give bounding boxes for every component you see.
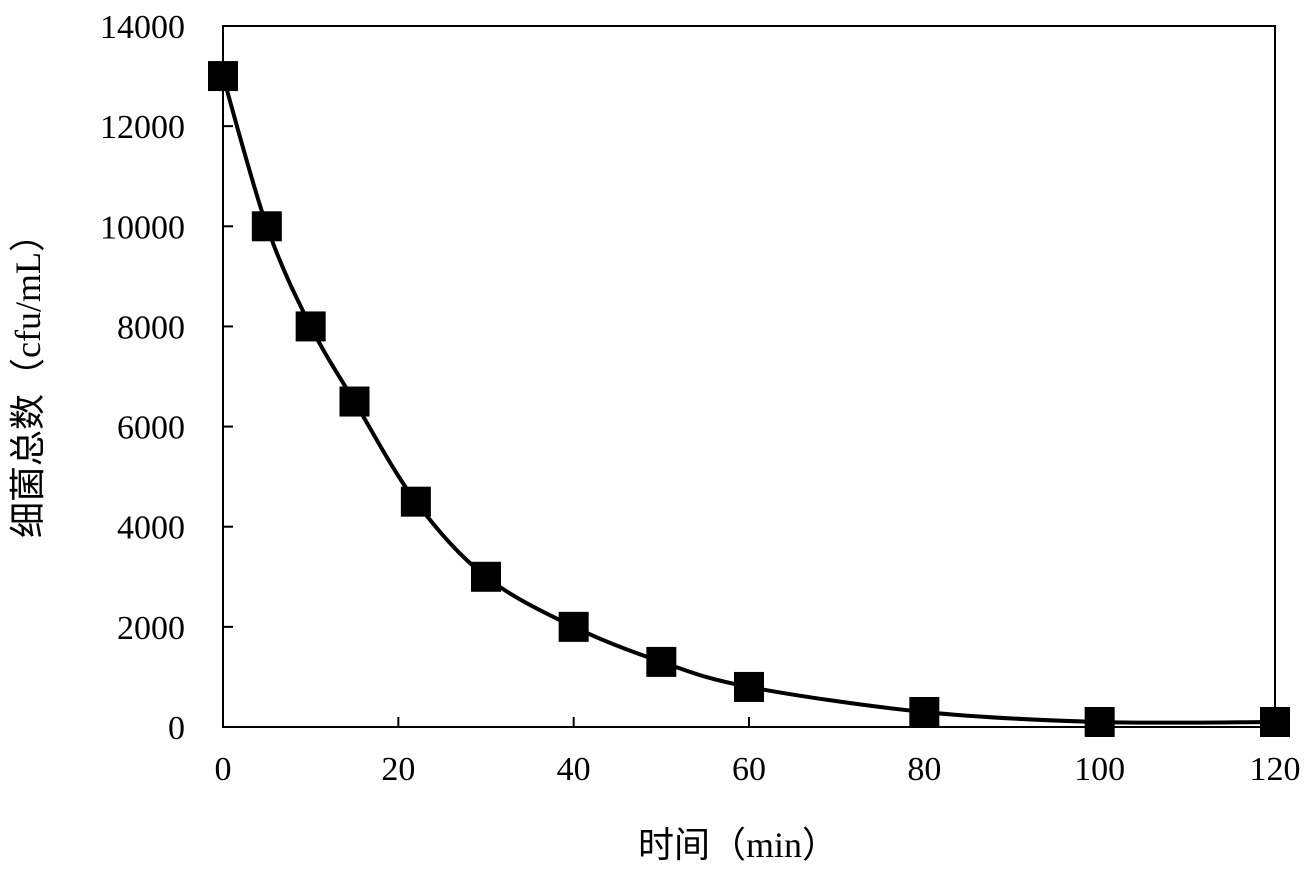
x-tick-label: 100: [1074, 751, 1125, 788]
y-axis-tick-labels: 0 2000 4000 6000 8000 10000 12000 14000: [100, 9, 185, 747]
y-tick-label: 2000: [117, 610, 185, 647]
y-tick-label: 12000: [100, 109, 185, 146]
data-point: [295, 311, 326, 342]
data-point: [1260, 706, 1290, 737]
x-tick-label: 20: [381, 751, 415, 788]
y-tick-label: 10000: [100, 209, 185, 246]
x-axis-tick-labels: 0 20 40 60 80 100 120: [215, 751, 1301, 788]
data-point: [734, 671, 764, 702]
data-point: [558, 611, 589, 642]
y-tick-label: 6000: [117, 410, 185, 447]
plot-area-frame: [222, 25, 1276, 728]
y-axis-title: 细菌总数（cfu/mL）: [8, 216, 48, 538]
data-point: [1084, 706, 1115, 737]
y-tick-label: 8000: [117, 309, 185, 346]
x-tick-label: 120: [1250, 751, 1301, 788]
x-tick-label: 40: [557, 751, 591, 788]
data-point: [471, 561, 501, 592]
data-point: [339, 386, 370, 417]
x-axis-title: 时间（min）: [638, 825, 838, 865]
x-tick-label: 80: [907, 751, 941, 788]
x-tick-label: 60: [732, 751, 766, 788]
data-point: [251, 211, 282, 242]
x-tick-label: 0: [215, 751, 232, 788]
data-point: [208, 61, 238, 92]
data-point: [909, 696, 940, 727]
series-markers: [208, 61, 1290, 737]
y-axis-ticks: [223, 25, 233, 728]
y-tick-label: 4000: [117, 510, 185, 547]
series-line: [221, 75, 1276, 725]
data-point: [400, 486, 431, 517]
y-tick-label: 14000: [100, 9, 185, 46]
y-tick-label: 0: [168, 710, 185, 747]
data-point: [646, 646, 677, 677]
